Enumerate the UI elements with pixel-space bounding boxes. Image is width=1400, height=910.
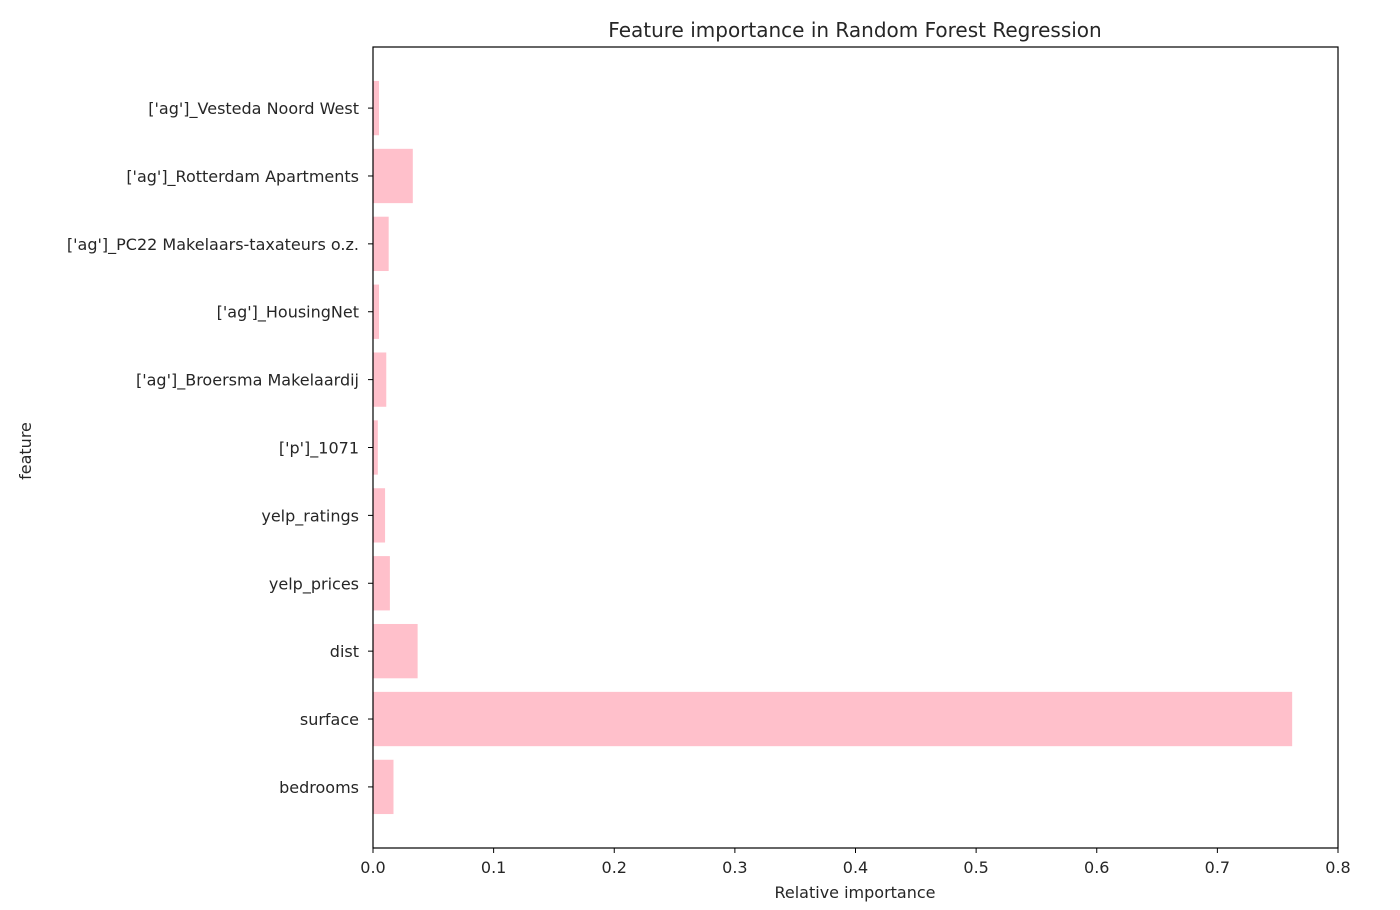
x-tick-label: 0.7	[1205, 858, 1230, 877]
bar-0	[373, 759, 394, 815]
y-tick-label: surface	[300, 710, 359, 729]
y-tick-label: ['ag']_Rotterdam Apartments	[126, 167, 359, 187]
x-tick-label: 0.5	[963, 858, 988, 877]
bar-9	[373, 148, 413, 204]
y-tick-label: yelp_prices	[269, 574, 359, 594]
y-tick-label: dist	[330, 642, 359, 661]
x-tick-label: 0.8	[1325, 858, 1350, 877]
bar-4	[373, 488, 386, 543]
y-tick-label: ['ag']_Broersma Makelaardij	[136, 371, 359, 391]
y-tick-label: ['ag']_HousingNet	[217, 303, 359, 323]
bar-1	[373, 691, 1293, 747]
bar-10	[373, 80, 380, 136]
y-tick-label: bedrooms	[279, 778, 359, 797]
plot-area-frame	[372, 46, 1339, 849]
y-axis-label: feature	[16, 422, 35, 480]
x-tick-label: 0.3	[722, 858, 747, 877]
bar-3	[373, 556, 390, 611]
y-tick-label: ['p']_1071	[279, 439, 359, 459]
bar-5	[373, 420, 378, 475]
x-tick-label: 0.2	[602, 858, 627, 877]
bar-2	[373, 623, 418, 679]
x-axis-label: Relative importance	[774, 883, 935, 902]
bar-6	[373, 352, 387, 407]
x-tick-label: 0.0	[360, 858, 385, 877]
chart-title: Feature importance in Random Forest Regr…	[608, 18, 1101, 42]
y-tick-label: yelp_ratings	[261, 506, 359, 526]
x-tick-label: 0.1	[481, 858, 506, 877]
x-axis-ticks: 0.0 0.1 0.2 0.3 0.4 0.5 0.6 0.7 0.8	[360, 848, 1351, 877]
bar-8	[373, 216, 389, 272]
x-tick-label: 0.4	[843, 858, 868, 877]
x-tick-label: 0.6	[1084, 858, 1109, 877]
bar-7	[373, 284, 380, 339]
y-tick-label: ['ag']_Vesteda Noord West	[148, 99, 359, 119]
bars-group	[373, 80, 1293, 815]
y-tick-label: ['ag']_PC22 Makelaars-taxateurs o.z.	[67, 235, 359, 255]
y-axis-ticks: bedrooms surface dist yelp_prices yelp_ratin…	[67, 99, 373, 797]
